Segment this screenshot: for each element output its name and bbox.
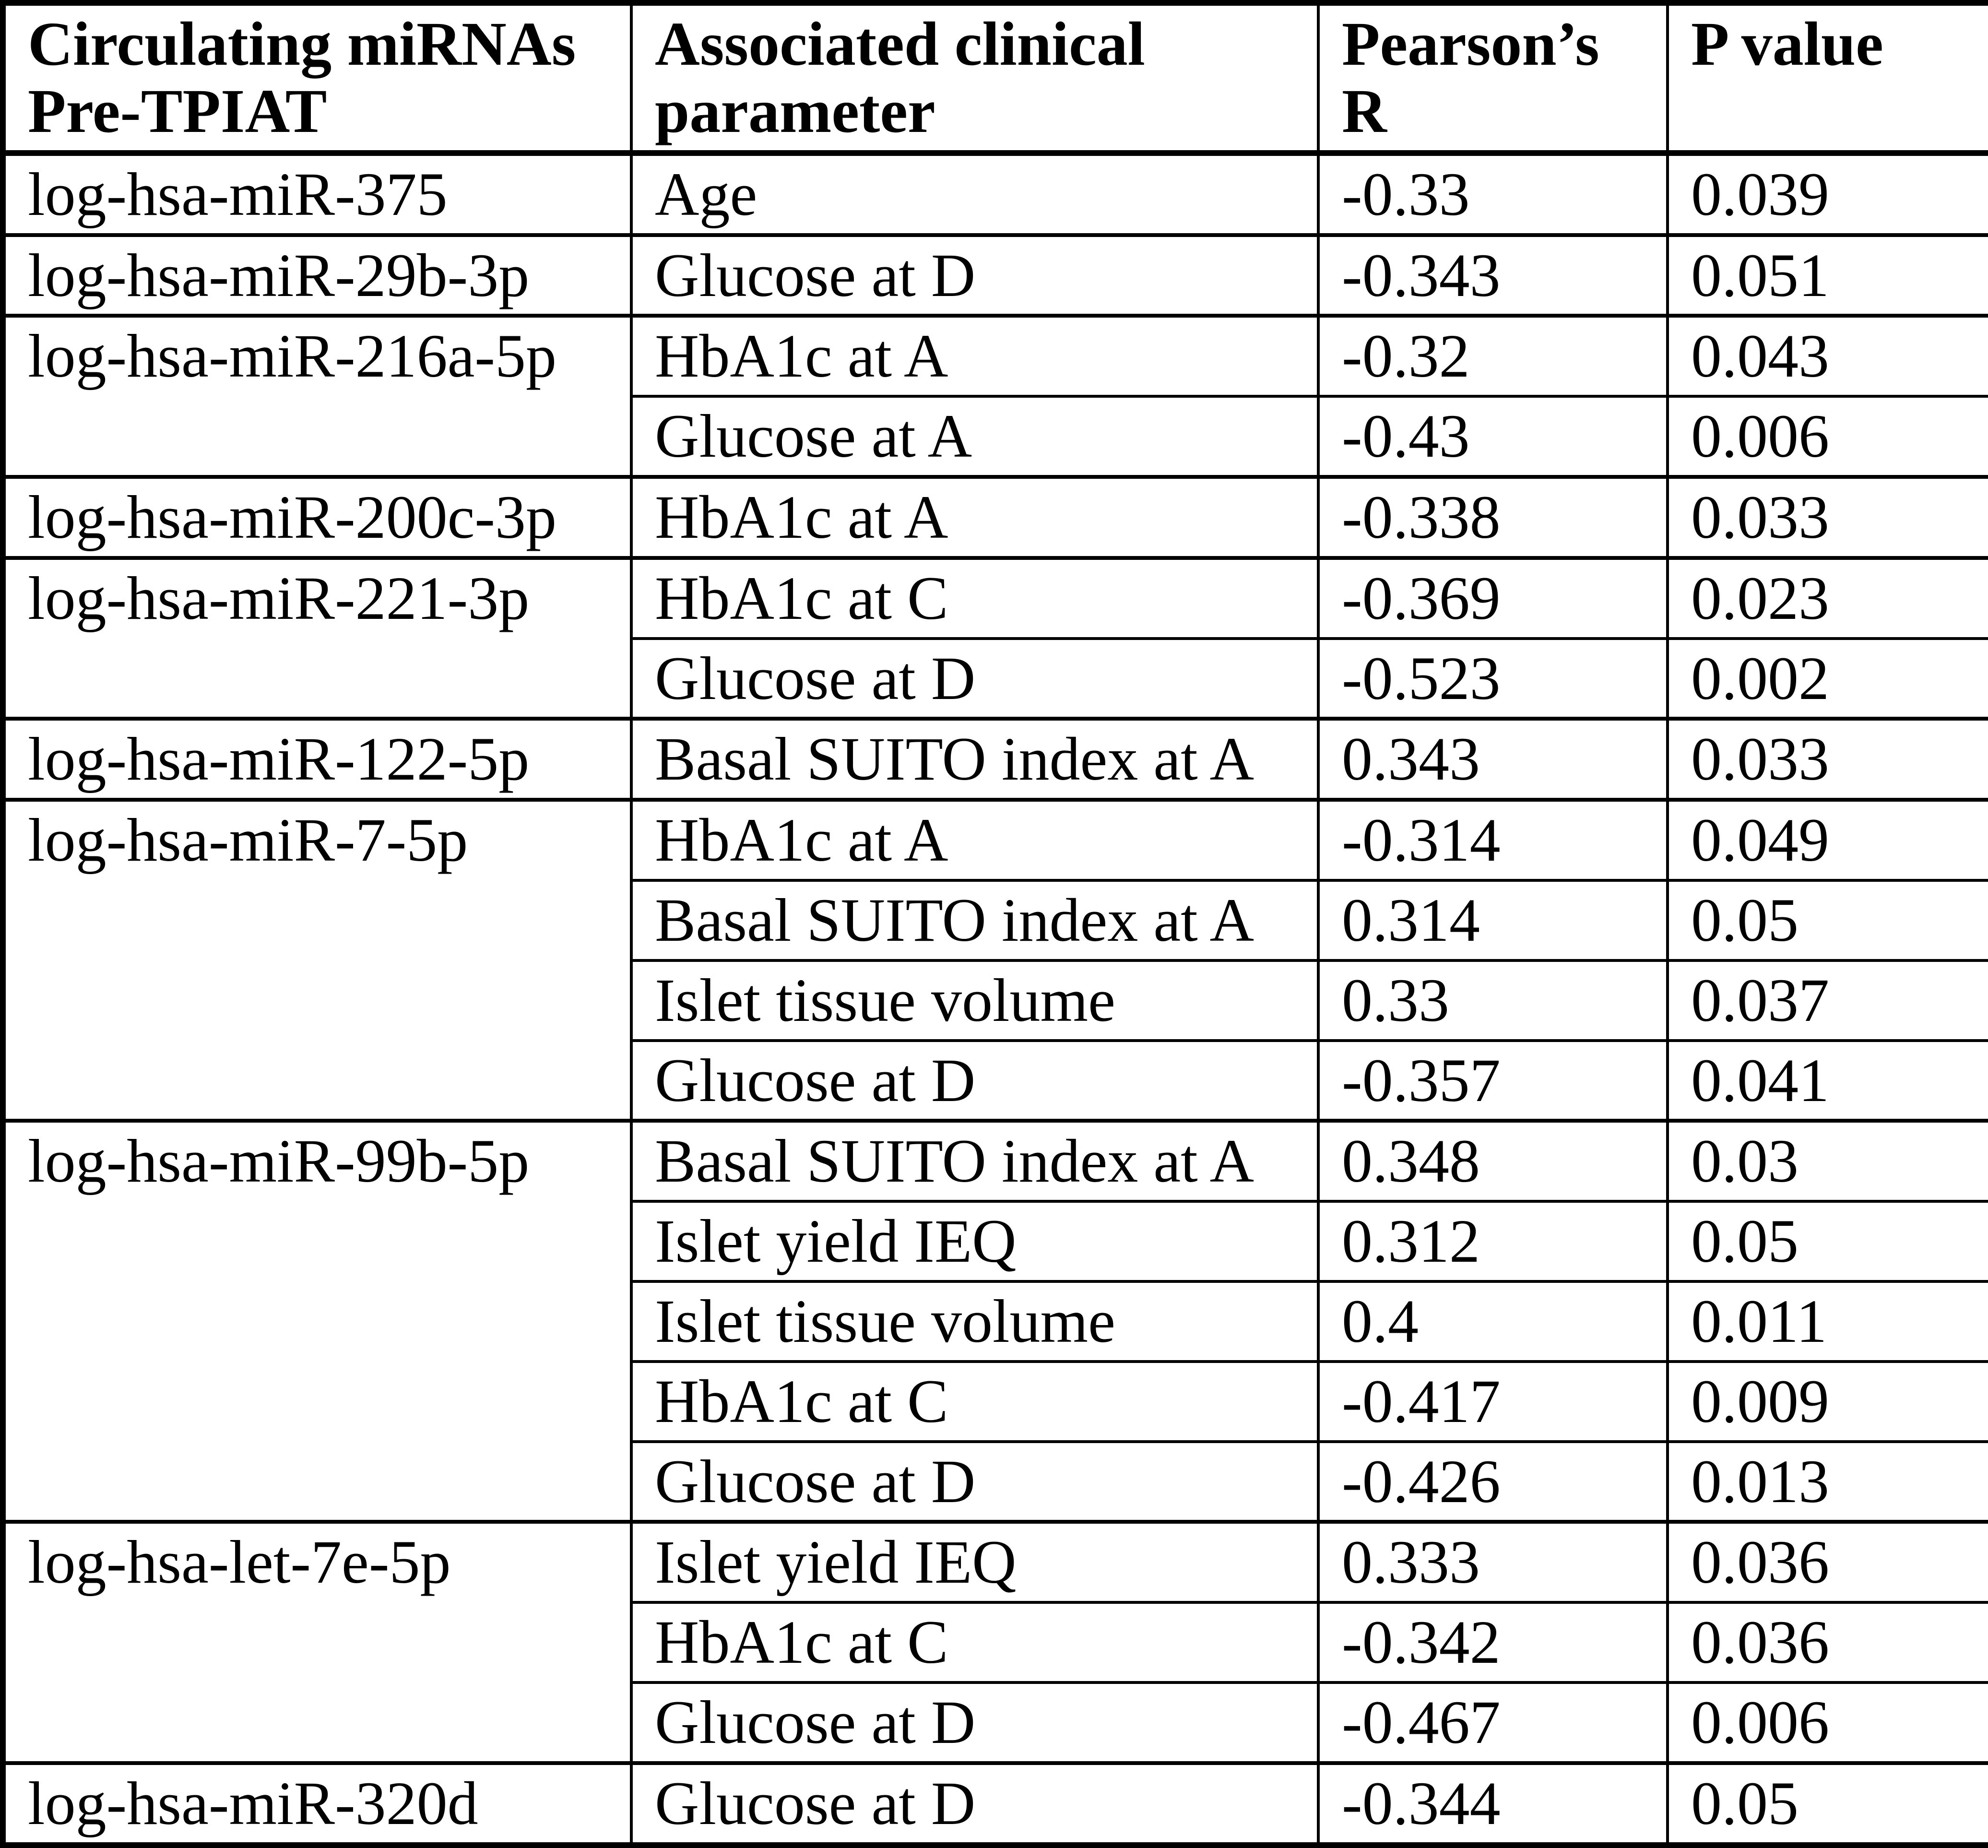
parameter-cell: Islet yield IEQ [630,1520,1320,1604]
table-row: log-hsa-miR-200c-3p HbA1c at A -0.338 0.… [1,474,1988,559]
pearson-r-cell: -0.342 [1317,1601,1669,1684]
pearson-r-cell: -0.32 [1317,314,1669,398]
mirna-cell: log-hsa-miR-29b-3p [1,233,633,318]
pearson-r-cell: 0.314 [1317,879,1669,962]
p-value-cell: 0.023 [1666,556,1988,640]
table-row: Glucose at D -0.523 0.002 [3,637,1988,721]
p-value-cell: 0.041 [1666,1039,1988,1123]
table-row: log-hsa-miR-122-5p Basal SUITO index at … [1,717,1988,802]
pearson-r-cell: -0.338 [1317,474,1669,559]
table-row: HbA1c at C -0.417 0.009 [3,1360,1988,1443]
parameter-cell: Glucose at D [630,1440,1320,1524]
table-row: Islet tissue volume 0.33 0.037 [3,959,1988,1042]
table-row: Islet tissue volume 0.4 0.011 [3,1280,1988,1363]
parameter-cell: Age [630,151,1320,237]
mirna-cell: log-hsa-miR-320d [1,1761,633,1847]
p-value-cell: 0.013 [1666,1440,1988,1524]
mirna-cell: log-hsa-miR-122-5p [1,717,633,802]
column-header-parameter: Associated clinical parameter [630,1,1320,156]
parameter-cell: HbA1c at C [630,1601,1320,1684]
column-header-p-value: P value [1666,1,1988,156]
p-value-cell: 0.006 [1666,395,1988,478]
pearson-r-cell: 0.33 [1317,959,1669,1042]
p-value-cell: 0.037 [1666,959,1988,1042]
parameter-cell: Islet tissue volume [630,1280,1320,1363]
parameter-cell: Basal SUITO index at A [630,717,1320,802]
p-value-cell: 0.036 [1666,1520,1988,1604]
parameter-cell: HbA1c at A [630,474,1320,559]
p-value-cell: 0.006 [1666,1681,1988,1765]
table-row: Glucose at D -0.426 0.013 [3,1440,1988,1524]
parameter-cell: Islet yield IEQ [630,1200,1320,1283]
parameter-cell: Glucose at A [630,395,1320,478]
pearson-r-cell: 0.312 [1317,1200,1669,1283]
parameter-cell: HbA1c at A [630,314,1320,398]
p-value-cell: 0.05 [1666,1200,1988,1283]
pearson-r-cell: -0.343 [1317,233,1669,318]
pearson-r-cell: -0.344 [1317,1761,1669,1847]
parameter-cell: HbA1c at C [630,1360,1320,1443]
mirna-cell: log-hsa-miR-375 [1,151,633,237]
pearson-r-cell: -0.417 [1317,1360,1669,1443]
table-row: log-hsa-miR-29b-3p Glucose at D -0.343 0… [1,233,1988,318]
table-row: log-hsa-miR-221-3p HbA1c at C -0.369 0.0… [1,556,1988,721]
table-row: log-hsa-let-7e-5p Islet yield IEQ 0.333 … [1,1520,1988,1765]
mirna-cell: log-hsa-let-7e-5p [1,1520,633,1765]
parameter-cell: Basal SUITO index at A [630,879,1320,962]
pearson-r-cell: -0.314 [1317,798,1669,882]
table-row: log-hsa-miR-216a-5p HbA1c at A -0.32 0.0… [1,314,1988,478]
mirna-cell: log-hsa-miR-200c-3p [1,474,633,559]
table-row: log-hsa-miR-375 Age -0.33 0.039 [1,151,1988,237]
parameter-cell: HbA1c at A [630,798,1320,882]
pearson-r-cell: -0.426 [1317,1440,1669,1524]
pearson-r-cell: 0.348 [1317,1119,1669,1203]
parameter-cell: Glucose at D [630,1039,1320,1123]
p-value-cell: 0.043 [1666,314,1988,398]
table-header-row: Circulating miRNAs Pre-TPIAT Associated … [1,1,1988,156]
parameter-cell: Islet tissue volume [630,959,1320,1042]
p-value-cell: 0.049 [1666,798,1988,882]
pearson-r-cell: -0.357 [1317,1039,1669,1123]
pearson-r-cell: 0.4 [1317,1280,1669,1363]
pearson-r-cell: -0.467 [1317,1681,1669,1765]
p-value-cell: 0.039 [1666,151,1988,237]
mirna-cell: log-hsa-miR-221-3p [1,556,633,721]
mirna-cell: log-hsa-miR-216a-5p [1,314,633,478]
pearson-r-cell: -0.369 [1317,556,1669,640]
p-value-cell: 0.009 [1666,1360,1988,1443]
mirna-cell: log-hsa-miR-7-5p [1,798,633,1123]
table-row: Islet yield IEQ 0.312 0.05 [3,1200,1988,1283]
table-row: log-hsa-miR-320d Glucose at D -0.344 0.0… [1,1761,1988,1847]
pearson-r-cell: -0.523 [1317,637,1669,721]
parameter-cell: Glucose at D [630,233,1320,318]
p-value-cell: 0.036 [1666,1601,1988,1684]
p-value-cell: 0.033 [1666,474,1988,559]
p-value-cell: 0.051 [1666,233,1988,318]
p-value-cell: 0.033 [1666,717,1988,802]
column-header-pearson-r: Pearson’s R [1317,1,1669,156]
parameter-cell: Glucose at D [630,1681,1320,1765]
pearson-r-cell: -0.33 [1317,151,1669,237]
table-row: Glucose at D -0.357 0.041 [3,1039,1988,1123]
table-row: log-hsa-miR-7-5p HbA1c at A -0.314 0.049 [1,798,1988,1123]
p-value-cell: 0.05 [1666,1761,1988,1847]
pearson-r-cell: 0.343 [1317,717,1669,802]
column-header-mirna: Circulating miRNAs Pre-TPIAT [1,1,633,156]
pearson-r-cell: -0.43 [1317,395,1669,478]
parameter-cell: Glucose at D [630,1761,1320,1847]
p-value-cell: 0.011 [1666,1280,1988,1363]
p-value-cell: 0.002 [1666,637,1988,721]
parameter-cell: Basal SUITO index at A [630,1119,1320,1203]
pearson-r-cell: 0.333 [1317,1520,1669,1604]
p-value-cell: 0.03 [1666,1119,1988,1203]
mirna-cell: log-hsa-miR-99b-5p [1,1119,633,1524]
parameter-cell: Glucose at D [630,637,1320,721]
parameter-cell: HbA1c at C [630,556,1320,640]
table-row: Glucose at A -0.43 0.006 [3,395,1988,478]
p-value-cell: 0.05 [1666,879,1988,962]
table-row: Basal SUITO index at A 0.314 0.05 [3,879,1988,962]
table-row: log-hsa-miR-99b-5p Basal SUITO index at … [1,1119,1988,1524]
